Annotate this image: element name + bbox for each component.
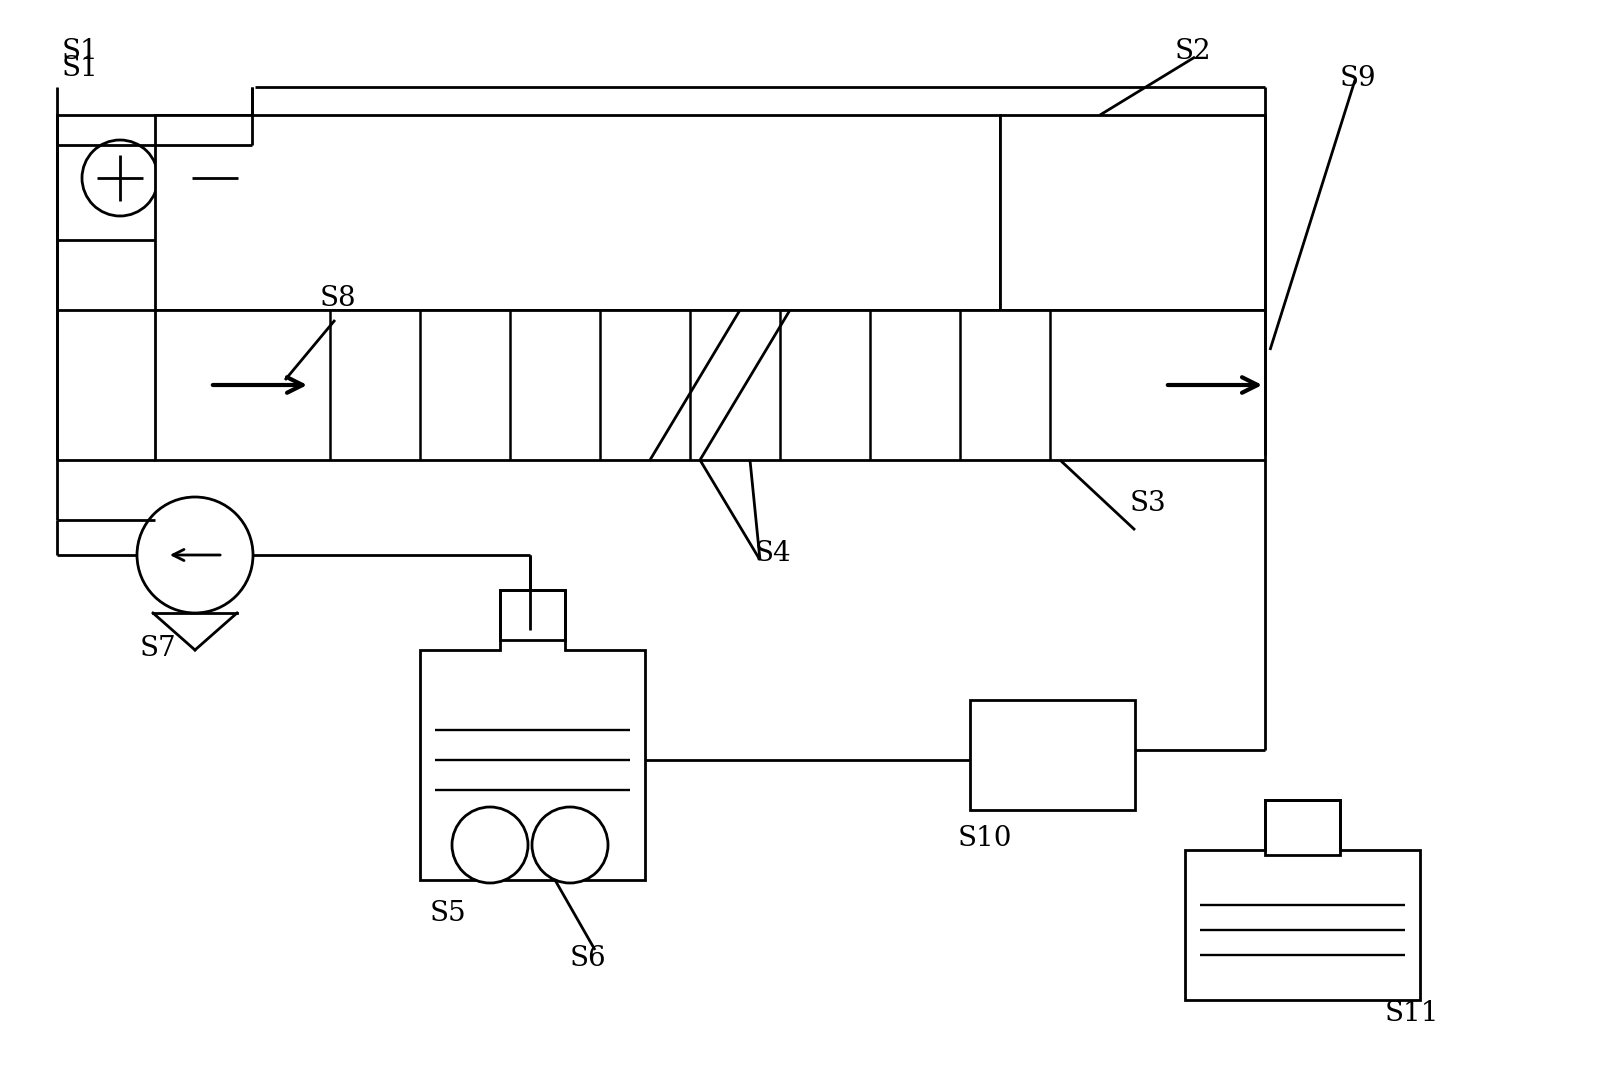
Text: S7: S7	[140, 635, 176, 662]
Circle shape	[137, 497, 253, 613]
Circle shape	[178, 140, 253, 216]
Bar	[1264, 800, 1340, 855]
Text: S11: S11	[1385, 1000, 1438, 1027]
Text: S3: S3	[1130, 490, 1165, 517]
Circle shape	[452, 807, 528, 883]
Bar	[155, 115, 999, 310]
Bar	[500, 590, 565, 640]
Bar	[56, 115, 252, 240]
Bar	[155, 310, 1264, 460]
Text: S1: S1	[61, 38, 98, 65]
Circle shape	[531, 807, 607, 883]
Text: S8: S8	[320, 285, 357, 312]
Text: S10: S10	[957, 825, 1012, 852]
Text: S2: S2	[1175, 38, 1210, 65]
Text: S5: S5	[429, 900, 466, 927]
Text: S1: S1	[61, 55, 98, 82]
Bar	[999, 115, 1264, 310]
Bar	[970, 700, 1135, 810]
Text: S9: S9	[1340, 65, 1375, 92]
Text: S4: S4	[754, 540, 791, 567]
Text: S6: S6	[570, 945, 607, 972]
Circle shape	[82, 140, 158, 216]
